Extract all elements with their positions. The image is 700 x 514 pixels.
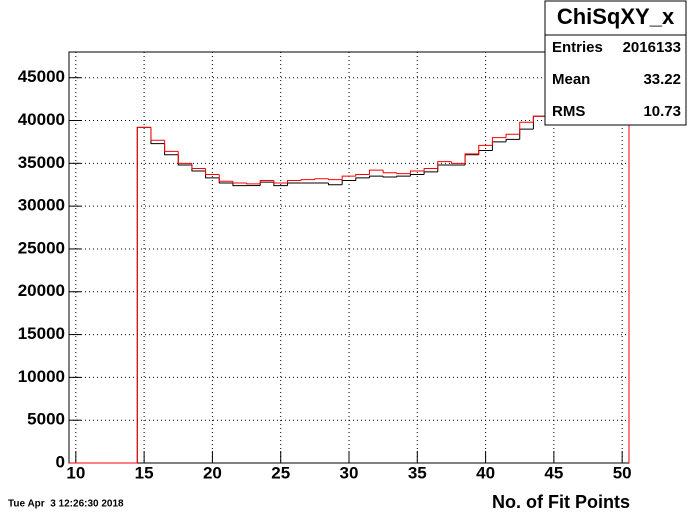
stats-label: RMS [552,103,585,120]
histogram-bin [300,179,315,181]
histogram-bin [423,167,438,172]
x-tick-label: 25 [271,463,290,482]
histogram-bin [341,179,356,185]
histogram-bin [382,176,397,178]
histogram-bin [519,121,534,135]
histogram-bin [437,161,452,169]
histogram-bin [464,153,479,164]
y-tick-label: 20000 [18,281,65,300]
x-tick-label: 40 [476,463,495,482]
x-tick-label: 30 [340,463,359,482]
histogram-bin [164,140,179,152]
y-tick-label: 0 [56,452,65,471]
histogram-bin [177,151,192,164]
histogram-bin [191,163,206,169]
histogram-bin [382,170,397,174]
histogram-bin [368,169,384,175]
y-tick-label: 45000 [18,67,65,86]
histogram-bin [450,161,466,164]
timestamp: Tue Apr 3 12:26:30 2018 [8,499,124,510]
stats-value: 2016133 [623,39,681,56]
y-tick-label: 35000 [18,153,65,172]
y-tick-label: 15000 [18,324,65,343]
stats-value: 10.73 [643,103,681,120]
histogram-bin [368,175,384,178]
x-tick-label: 20 [203,463,222,482]
stats-label: Entries [552,39,603,56]
histogram-bin [505,133,520,138]
x-tick-label: 45 [544,463,563,482]
histogram-bin [396,175,411,178]
stats-title: ChiSqXY_x [557,4,675,29]
y-tick-label: 30000 [18,196,65,215]
x-tick-label: 15 [135,463,154,482]
histogram-bin [232,181,247,184]
histogram-bin [136,126,151,463]
histogram-bin [355,177,370,181]
histogram-bin [396,172,411,175]
histogram-bin [328,178,343,181]
histogram-bin [491,137,507,146]
histogram-bin [232,183,247,187]
x-tick-label: 35 [408,463,427,482]
histogram-bin [273,180,288,184]
histogram-bin [150,127,165,141]
histogram-bin [259,179,274,184]
stats-box [544,0,687,126]
histogram-bin [423,171,438,175]
histogram-bin [409,173,425,177]
histogram-bin [246,183,261,185]
histogram-bin [341,175,356,180]
y-tick-label: 25000 [18,238,65,257]
histogram-bin [205,168,220,175]
histogram-bin [505,138,520,142]
histogram-bin [218,174,233,182]
histogram-bin [314,178,329,180]
y-tick-label: 40000 [18,110,65,129]
stats-label: Mean [552,71,590,88]
x-axis-title: No. of Fit Points [492,492,630,512]
histogram-bin [409,170,425,174]
x-tick-label: 50 [613,463,632,482]
stats-value: 33.22 [643,71,681,88]
x-tick-label: 10 [66,463,85,482]
histogram-bin [287,179,302,184]
histogram-bin [355,173,370,177]
histogram-bin [328,183,343,186]
y-tick-label: 5000 [27,410,65,429]
y-tick-label: 10000 [18,367,65,386]
histogram-bin [532,115,548,123]
histogram-bin [478,144,493,154]
